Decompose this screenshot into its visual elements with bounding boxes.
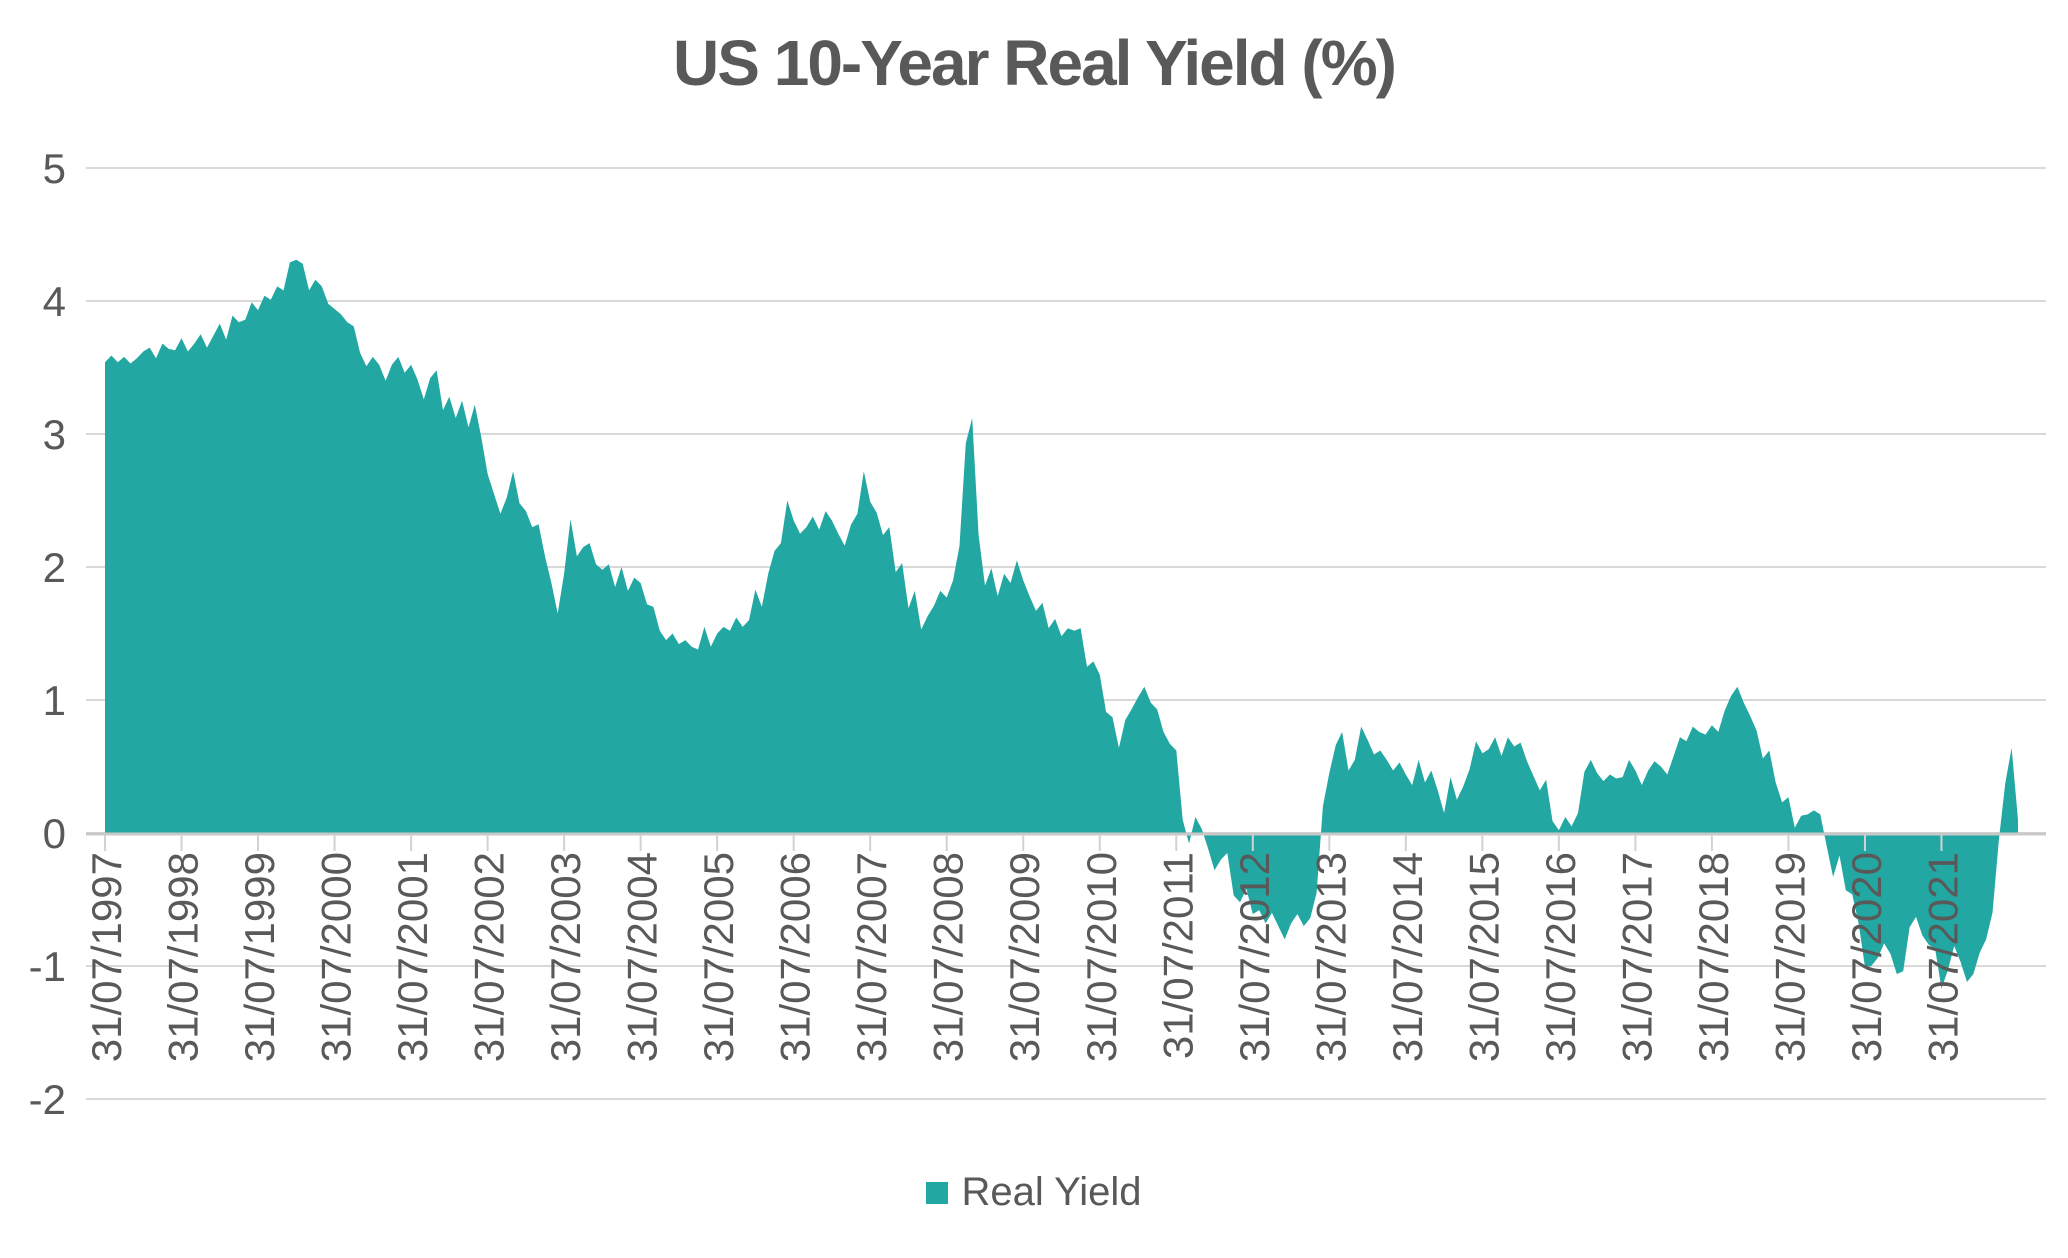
x-axis-label: 31/07/2005	[695, 852, 742, 1062]
x-axis-label: 31/07/2003	[542, 852, 589, 1062]
x-axis-label: 31/07/2010	[1078, 852, 1125, 1062]
y-axis-label: -1	[29, 943, 66, 990]
x-axis-label: 31/07/2012	[1231, 852, 1278, 1062]
x-axis-label: 31/07/2017	[1613, 852, 1660, 1062]
y-axis-label: 2	[43, 544, 66, 591]
x-axis-label: 31/07/2020	[1843, 852, 1890, 1062]
y-axis-label: -2	[29, 1076, 66, 1123]
y-axis-label: 0	[43, 810, 66, 857]
x-axis-label: 31/07/2004	[619, 852, 666, 1062]
chart-title: US 10-Year Real Yield (%)	[673, 27, 1397, 99]
x-axis-label: 31/07/2000	[313, 852, 360, 1062]
x-axis-label: 31/07/2009	[1001, 852, 1048, 1062]
y-axis-label: 4	[43, 278, 66, 325]
x-axis-label: 31/07/1998	[160, 852, 207, 1062]
y-axis-label: 3	[43, 411, 66, 458]
legend-label: Real Yield	[961, 1170, 1142, 1214]
area-series-real-yield	[105, 259, 2018, 989]
y-axis-label: 1	[43, 677, 66, 724]
x-axis-label: 31/07/2016	[1537, 852, 1584, 1062]
x-axis-label: 31/07/2006	[772, 852, 819, 1062]
x-axis-label: 31/07/2001	[389, 852, 436, 1062]
x-axis-label: 31/07/2019	[1766, 852, 1813, 1062]
x-axis-label: 31/07/2015	[1460, 852, 1507, 1062]
x-axis-label: 31/07/2018	[1690, 852, 1737, 1062]
x-axis-label: 31/07/2008	[925, 852, 972, 1062]
x-axis-label: 31/07/2011	[1154, 852, 1201, 1059]
x-axis-label: 31/07/2002	[466, 852, 513, 1062]
x-axis-labels: 31/07/1997 31/07/1998 31/07/1999 31/07/2000…	[83, 852, 1966, 1062]
y-axis-label: 5	[43, 145, 66, 192]
x-axis-label: 31/07/2007	[848, 852, 895, 1062]
x-axis-label: 31/07/2021	[1919, 852, 1966, 1062]
x-axis-label: 31/07/1997	[83, 852, 130, 1062]
x-axis-ticks	[104, 835, 1943, 851]
x-axis-label: 31/07/1999	[236, 852, 283, 1062]
x-axis-label: 31/07/2013	[1307, 852, 1354, 1062]
legend: Real Yield	[0, 1170, 2068, 1215]
y-axis-labels: 5 4 3 2 1 0 -1 -2	[29, 145, 66, 1123]
legend-swatch-real-yield	[926, 1181, 949, 1204]
x-axis-label: 31/07/2014	[1384, 852, 1431, 1062]
